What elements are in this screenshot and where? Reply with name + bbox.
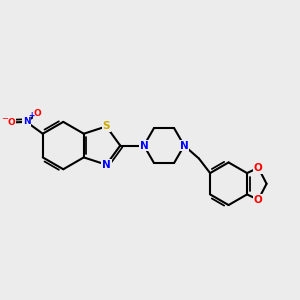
Text: N: N xyxy=(140,141,148,151)
Text: N: N xyxy=(102,160,111,170)
Text: O: O xyxy=(7,118,15,127)
Text: S: S xyxy=(103,122,110,131)
Text: O: O xyxy=(254,163,263,173)
Text: +: + xyxy=(28,112,34,121)
Text: −: − xyxy=(1,114,8,123)
Text: O: O xyxy=(254,195,263,205)
Text: N: N xyxy=(180,141,188,151)
Text: N: N xyxy=(23,117,30,126)
Text: O: O xyxy=(34,109,42,118)
